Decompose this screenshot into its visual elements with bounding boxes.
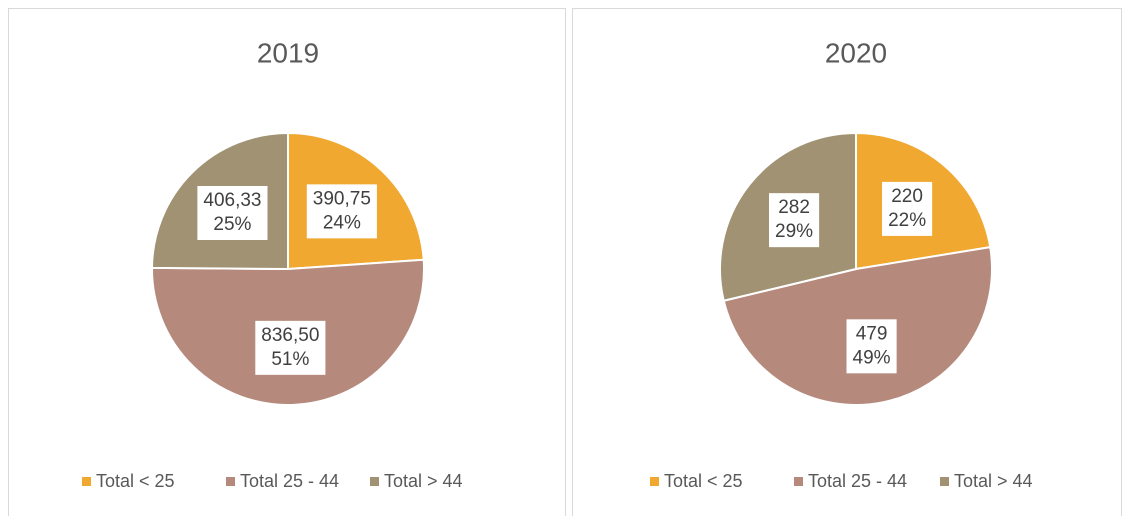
value-label: 282: [778, 197, 810, 218]
percent-label: 24%: [323, 212, 361, 233]
label-box: [846, 319, 897, 374]
legend-label: Total > 44: [954, 471, 1033, 491]
legend-label: Total < 25: [664, 471, 743, 491]
legend-label: Total < 25: [96, 471, 175, 491]
chart-title: 2019: [257, 37, 319, 68]
value-label: 406,33: [203, 190, 261, 211]
label-box: [197, 186, 268, 241]
data-label: 406,33 25%: [197, 186, 268, 241]
legend-label: Total 25 - 44: [808, 471, 907, 491]
percent-label: 25%: [213, 214, 251, 235]
value-label: 836,50: [261, 325, 319, 346]
legend-swatch: [940, 477, 949, 486]
data-label: 390,75 24%: [306, 184, 377, 239]
percent-label: 29%: [775, 221, 813, 242]
label-box: [882, 181, 933, 236]
value-label: 390,75: [313, 188, 371, 209]
legend-label: Total 25 - 44: [240, 471, 339, 491]
legend-swatch: [226, 477, 235, 486]
percent-label: 51%: [271, 349, 309, 370]
percent-label: 49%: [853, 347, 891, 368]
label-box: [255, 320, 326, 375]
legend-swatch: [370, 477, 379, 486]
legend-swatch: [82, 477, 91, 486]
data-label: 836,50 51%: [255, 320, 326, 375]
label-box: [306, 184, 377, 239]
legend-swatch: [650, 477, 659, 486]
value-label: 220: [891, 186, 923, 207]
chart-title: 2020: [825, 37, 887, 68]
legend-label: Total > 44: [384, 471, 463, 491]
value-label: 479: [856, 323, 888, 344]
percent-label: 22%: [888, 210, 926, 231]
legend-swatch: [794, 477, 803, 486]
label-box: [768, 193, 820, 248]
